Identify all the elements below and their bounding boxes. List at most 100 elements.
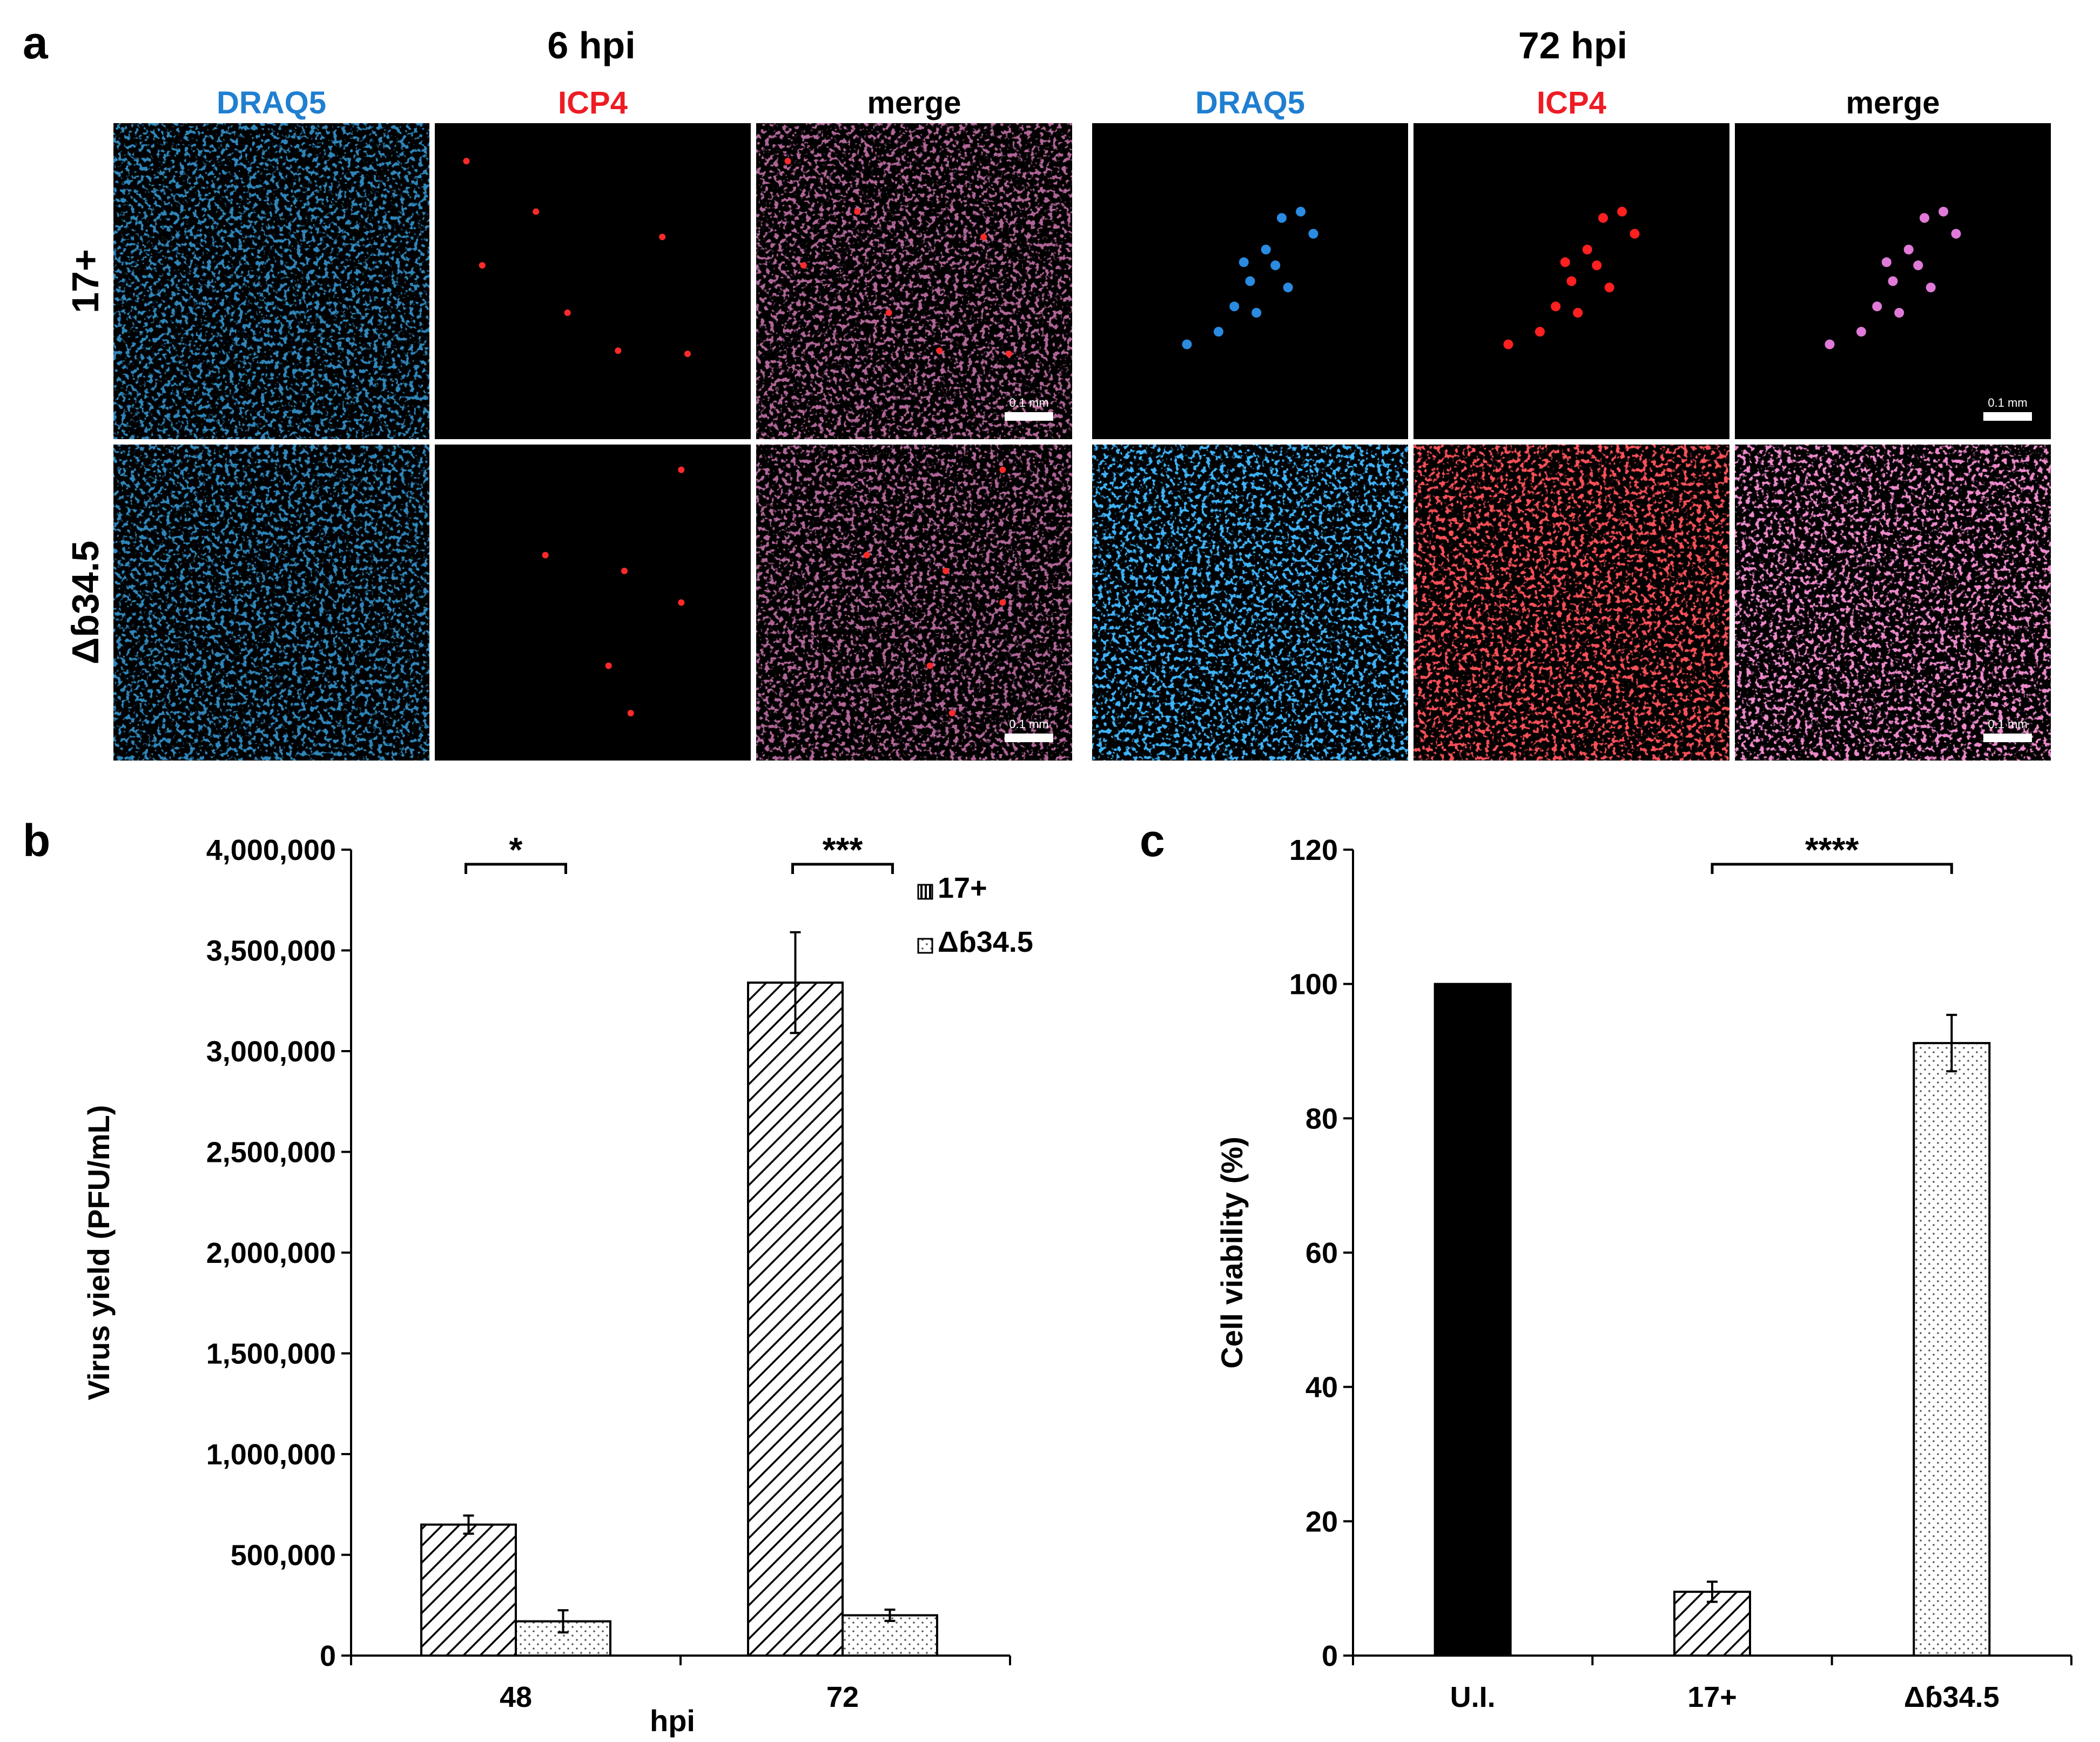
bar-mutant [1913, 1042, 1991, 1657]
y-tick-label: 0 [1322, 1640, 1338, 1672]
positive-cell [863, 551, 870, 559]
scale-bar [1983, 412, 2032, 421]
positive-cell [533, 208, 540, 215]
micrograph-merge-72hpi-row1: 0.1 mm [1735, 123, 2051, 439]
positive-cell [615, 347, 622, 354]
infected-cell [1245, 276, 1255, 286]
infected-cell [1270, 260, 1281, 271]
infected-cell [1872, 301, 1882, 312]
infected-cell [1598, 213, 1608, 223]
micrograph-merge-6hpi-row1: 0.1 mm [756, 123, 1072, 439]
channel-label-icp4-6hpi: ICP4 [558, 85, 628, 120]
infected-cell [1535, 327, 1545, 337]
positive-cell [926, 662, 933, 669]
positive-cell [943, 568, 949, 574]
micrograph-draq5-6hpi-row2 [113, 445, 429, 761]
significance-stars: * [509, 830, 523, 869]
cell-signal [756, 445, 1072, 761]
positive-cell [463, 158, 470, 165]
x-tick-label: 48 [500, 1681, 532, 1713]
positive-cell [936, 347, 943, 354]
legend: 17+ Δɓ34.5 [917, 872, 1033, 958]
infected-cell [1951, 228, 1961, 239]
x-tick-label: 72 [826, 1681, 859, 1713]
positive-cell [980, 233, 987, 240]
legend-label: Δɓ34.5 [938, 926, 1033, 958]
channel-label-draq5-6hpi: DRAQ5 [217, 85, 326, 120]
x-tick-label: 17+ [1687, 1681, 1737, 1713]
time-label-72hpi: 72 hpi [1518, 24, 1627, 66]
infected-cell [1582, 245, 1592, 254]
row-label-wt: 17+ [64, 249, 106, 313]
y-tick-label: 1,500,000 [206, 1338, 336, 1370]
micrograph-merge-72hpi-row2: 0.1 mm [1735, 445, 2051, 761]
scale-bar-label: 0.1 mm [1988, 717, 2027, 731]
significance-stars: *** [823, 830, 863, 869]
scale-bar-label: 0.1 mm [1009, 717, 1048, 731]
infected-cell [1894, 308, 1904, 318]
micrograph-draq5-72hpi-row2 [1092, 445, 1408, 761]
y-tick-label: 4,000,000 [206, 834, 336, 866]
bar-uninfected [1433, 983, 1512, 1657]
micrograph-icp4-6hpi-row1 [435, 123, 751, 439]
infected-cell [1939, 206, 1949, 217]
infected-cell [1903, 245, 1914, 254]
positive-cell [1006, 351, 1012, 358]
micrograph-icp4-72hpi-row1 [1414, 123, 1729, 439]
y-tick-label: 80 [1305, 1102, 1338, 1135]
positive-cell [885, 310, 892, 316]
infected-cell [1239, 257, 1249, 267]
infected-cell [1503, 339, 1513, 349]
infected-cell [1308, 228, 1318, 239]
channel-label-merge-72hpi: merge [1846, 85, 1940, 120]
infected-cell [1926, 283, 1936, 293]
y-tick-label: 20 [1305, 1505, 1338, 1538]
bar-wt-72 [747, 981, 844, 1657]
time-label-6hpi: 6 hpi [547, 24, 635, 66]
positive-cell [621, 568, 628, 574]
positive-cell [784, 158, 791, 165]
infected-cell [1881, 257, 1892, 267]
cell-signal [113, 445, 429, 761]
positive-cell [627, 710, 634, 717]
x-axis-label: hpi [650, 1704, 695, 1738]
micrograph-grid: DRAQ5 ICP4 merge DRAQ5 ICP4 merge 17+ Δɓ34.5 0.1… [64, 85, 2051, 761]
significance-bracket [465, 863, 567, 874]
infected-cell [1592, 260, 1602, 271]
infected-cell [1182, 339, 1192, 349]
infected-cell [1604, 283, 1614, 293]
legend-label: 17+ [938, 872, 987, 904]
infected-cell [1277, 213, 1287, 223]
positive-cell [948, 710, 955, 717]
significance-bracket [791, 863, 894, 874]
channel-label-draq5-72hpi: DRAQ5 [1195, 85, 1305, 120]
panel-c-letter: c [1140, 815, 1165, 866]
positive-cell [999, 466, 1006, 473]
micrograph-icp4-72hpi-row2 [1414, 445, 1729, 761]
significance-bracket [1711, 863, 1953, 874]
panel-a-letter: a [23, 17, 49, 68]
panel-b-letter: b [23, 815, 50, 866]
infected-cell [1283, 283, 1293, 293]
cell-signal [1414, 445, 1729, 761]
bar-wt-48 [420, 1523, 517, 1657]
y-axis-label: Cell viability (%) [1215, 1136, 1249, 1368]
y-tick-label: 2,000,000 [206, 1237, 336, 1269]
infected-cell [1214, 327, 1223, 337]
y-tick-label: 120 [1289, 834, 1338, 866]
scale-bar-label: 0.1 mm [1988, 396, 2027, 409]
infected-cell [1261, 245, 1271, 254]
micrograph-merge-6hpi-row2: 0.1 mm [756, 445, 1072, 761]
infected-cell [1560, 257, 1570, 267]
positive-cell [605, 662, 612, 669]
positive-cell [564, 310, 571, 316]
positive-cell [542, 551, 549, 559]
positive-cell [479, 262, 486, 269]
micrograph-background [435, 445, 751, 761]
infected-cell [1856, 327, 1866, 337]
legend-swatch [917, 884, 933, 900]
positive-cell [999, 599, 1006, 606]
y-tick-label: 60 [1305, 1237, 1338, 1269]
micrograph-icp4-6hpi-row2 [435, 445, 751, 761]
